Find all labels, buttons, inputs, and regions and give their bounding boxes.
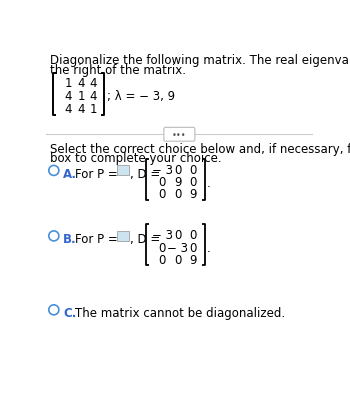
Text: Diagonalize the following matrix. The real eigenvalues are given to: Diagonalize the following matrix. The re… xyxy=(50,54,350,67)
Text: − 3: − 3 xyxy=(152,163,173,176)
Text: .: . xyxy=(206,242,210,255)
Text: 0: 0 xyxy=(190,229,197,241)
Text: 0: 0 xyxy=(190,163,197,176)
Text: , D =: , D = xyxy=(130,233,160,245)
Text: 0: 0 xyxy=(159,176,166,188)
Text: 0: 0 xyxy=(174,253,182,266)
Text: 0: 0 xyxy=(174,188,182,201)
Text: .: . xyxy=(206,176,210,189)
Text: the right of the matrix.: the right of the matrix. xyxy=(50,63,186,77)
Text: 1: 1 xyxy=(90,103,97,115)
Text: 9: 9 xyxy=(174,176,182,188)
Text: C.: C. xyxy=(63,306,77,319)
Text: − 3: − 3 xyxy=(152,229,173,241)
Text: 1: 1 xyxy=(65,77,72,89)
FancyBboxPatch shape xyxy=(117,231,128,241)
Text: 0: 0 xyxy=(159,188,166,201)
Text: 9: 9 xyxy=(190,188,197,201)
Text: 0: 0 xyxy=(159,253,166,266)
Text: Select the correct choice below and, if necessary, fill in the answer: Select the correct choice below and, if … xyxy=(50,143,350,156)
Text: 4: 4 xyxy=(77,77,85,89)
Text: 4: 4 xyxy=(90,89,97,103)
Text: , D =: , D = xyxy=(130,167,160,180)
Text: B.: B. xyxy=(63,233,77,245)
Text: 4: 4 xyxy=(90,77,97,89)
FancyBboxPatch shape xyxy=(117,166,128,176)
Text: 4: 4 xyxy=(65,103,72,115)
Text: 9: 9 xyxy=(190,253,197,266)
Text: box to complete your choice.: box to complete your choice. xyxy=(50,152,222,165)
Text: For P =: For P = xyxy=(75,167,118,180)
Text: 1: 1 xyxy=(77,89,85,103)
Text: The matrix cannot be diagonalized.: The matrix cannot be diagonalized. xyxy=(75,306,285,319)
Text: − 3: − 3 xyxy=(167,241,188,254)
Text: 0: 0 xyxy=(159,241,166,254)
Text: ; λ = − 3, 9: ; λ = − 3, 9 xyxy=(107,89,175,103)
Text: 0: 0 xyxy=(190,176,197,188)
Text: •••: ••• xyxy=(172,130,187,140)
Text: 0: 0 xyxy=(174,229,182,241)
Text: 4: 4 xyxy=(65,89,72,103)
Text: For P =: For P = xyxy=(75,233,118,245)
Text: 0: 0 xyxy=(190,241,197,254)
Text: A.: A. xyxy=(63,167,77,180)
FancyBboxPatch shape xyxy=(164,128,195,142)
Text: 0: 0 xyxy=(174,163,182,176)
Text: 4: 4 xyxy=(77,103,85,115)
